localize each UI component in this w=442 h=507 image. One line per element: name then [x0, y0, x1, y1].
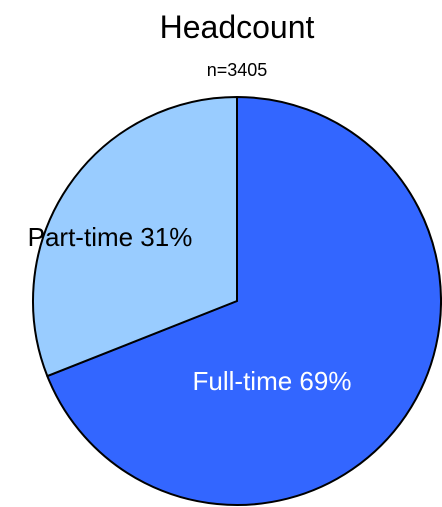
pie-label-full-time: Full-time 69%: [193, 366, 352, 396]
pie-slice-full-time: [46, 96, 442, 506]
chart-subtitle: n=3405: [207, 60, 268, 80]
pie-labels: Full-time 69% Part-time 31%: [28, 222, 352, 396]
pie-label-part-time: Part-time 31%: [28, 222, 193, 252]
pie-slice-part-time: [32, 96, 238, 378]
pie-slices: [32, 96, 442, 506]
chart-title: Headcount: [160, 9, 315, 45]
